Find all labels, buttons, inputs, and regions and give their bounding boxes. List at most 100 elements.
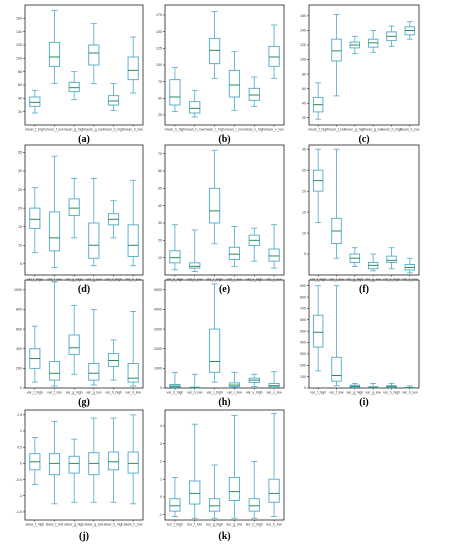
box-var_g_low — [367, 383, 379, 389]
y-tick-label: 30 — [18, 169, 22, 173]
y-tick-label: 40 — [302, 101, 306, 105]
y-tick-label: 100 — [156, 63, 162, 67]
box-std_f_low — [48, 155, 61, 268]
y-tick-label: 140 — [300, 29, 306, 33]
category-label: var_h_high — [167, 391, 184, 395]
y-tick-label: 25 — [18, 188, 22, 192]
category-label: var_f_low — [47, 391, 62, 395]
y-tick-label: 600 — [16, 327, 22, 331]
category-label: var_f_high — [310, 391, 326, 395]
iqr-box — [29, 207, 41, 230]
category-label: var_h_high — [383, 391, 400, 395]
panel-caption: (h) — [218, 397, 231, 408]
category-label: mean_h_low — [185, 128, 205, 132]
plot-frame — [164, 144, 285, 276]
box-mean_h_low — [127, 36, 139, 94]
y-tick-label: 4 — [160, 424, 162, 428]
y-tick-label: 0 — [160, 386, 162, 390]
iqr-box — [127, 224, 139, 257]
y-tick-label: 160 — [300, 14, 306, 18]
box-mean_g_low — [367, 30, 379, 53]
y-tick-label: 25 — [158, 113, 162, 117]
category-label: kur_f_high — [167, 523, 183, 527]
y-tick-label: 20 — [302, 189, 306, 193]
y-tick-label: 120 — [16, 43, 22, 47]
y-tick-label: 700 — [300, 307, 306, 311]
y-tick-label: 60 — [158, 169, 162, 173]
box-var_r_low — [228, 371, 241, 388]
box-std_f_low — [331, 148, 342, 259]
y-tick-label: 125 — [156, 47, 162, 51]
iqr-box — [68, 81, 80, 93]
box-kur_h_high — [248, 461, 260, 519]
box-mean_g_high — [349, 35, 361, 55]
box-std_f_high — [29, 187, 41, 254]
iqr-box — [88, 44, 100, 66]
category-label: var_f_high — [27, 391, 43, 395]
box-std_g_low — [367, 253, 379, 272]
box-mean_r_high — [208, 11, 221, 79]
category-label: mean_h_low — [124, 128, 144, 132]
box-var_f_low — [48, 281, 61, 387]
y-tick-label: 100 — [300, 375, 306, 379]
y-tick-label: 3000 — [154, 327, 162, 331]
y-tick-label: 1000 — [14, 288, 22, 292]
box-kur_h_low — [268, 413, 280, 517]
category-label: kur_g_low — [227, 523, 243, 527]
category-label: std_g_low — [366, 278, 382, 282]
box-std_r_low — [228, 226, 241, 267]
y-tick-label: -1.5 — [16, 510, 22, 514]
plot-frame — [308, 4, 420, 126]
category-label: std_v_high — [246, 278, 263, 282]
box-std_h_low — [189, 229, 201, 272]
iqr-box — [29, 96, 41, 107]
category-label: skew_f_high — [25, 523, 44, 527]
y-tick-label: 20 — [302, 116, 306, 120]
y-tick-label: 600 — [300, 318, 306, 322]
y-tick-label: 0 — [304, 386, 306, 390]
iqr-box — [248, 498, 260, 512]
y-tick-label: 20 — [18, 110, 22, 114]
plot-frame — [164, 279, 285, 389]
category-label: mean_h_high — [165, 128, 186, 132]
category-label: std_g_low — [86, 278, 102, 282]
iqr-box — [208, 498, 221, 512]
box-std_h_low — [127, 179, 139, 267]
y-tick-label: 300 — [300, 352, 306, 356]
y-tick-label: 1000 — [154, 367, 162, 371]
category-label: std_h_low — [126, 278, 142, 282]
category-label: var_g_high — [346, 391, 363, 395]
iqr-box — [386, 255, 397, 263]
plot-frame — [24, 279, 144, 389]
y-tick-label: 20 — [158, 239, 162, 243]
box-skew_f_low — [48, 420, 61, 505]
y-tick-label: 0 — [20, 386, 22, 390]
box-skew_f_high — [29, 437, 41, 485]
category-label: skew_g_high — [64, 523, 84, 527]
plot-frame — [24, 409, 144, 521]
y-tick-label: 120 — [300, 43, 306, 47]
panel-caption: (j) — [79, 531, 89, 542]
box-mean_h_high — [169, 67, 181, 113]
y-tick-label: 80 — [18, 70, 22, 74]
category-label: mean_f_low — [45, 128, 64, 132]
iqr-box — [268, 478, 280, 503]
panel-caption: (i) — [359, 397, 369, 408]
category-label: var_v_low — [266, 391, 282, 395]
box-mean_f_high — [312, 82, 324, 120]
category-label: std_f_high — [27, 278, 43, 282]
y-tick-label: 10 — [18, 243, 22, 247]
box-var_v_high — [248, 373, 260, 388]
y-tick-label: 5 — [304, 252, 306, 256]
panel-caption: (f) — [359, 284, 369, 295]
iqr-box — [88, 222, 100, 259]
box-var_h_high — [386, 383, 397, 389]
